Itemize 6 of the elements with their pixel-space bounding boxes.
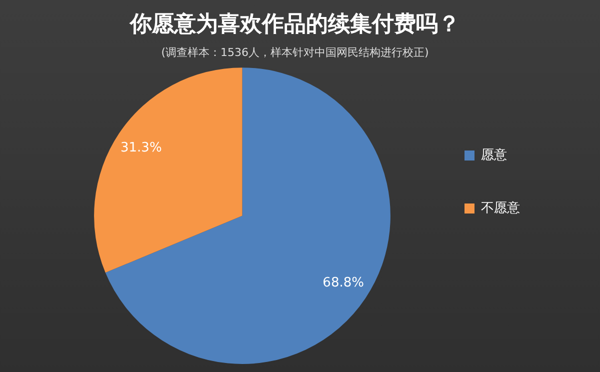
legend-label: 愿意 [481, 148, 507, 163]
data-label: 31.3% [120, 140, 162, 156]
chart-subtitle: (调查样本：1536人，样本针对中国网民结构进行校正) [161, 46, 429, 59]
legend-label: 不愿意 [481, 200, 520, 216]
chart-title: 你愿意为喜欢作品的续集付费吗？ [129, 12, 460, 37]
data-label: 68.8% [322, 276, 364, 291]
